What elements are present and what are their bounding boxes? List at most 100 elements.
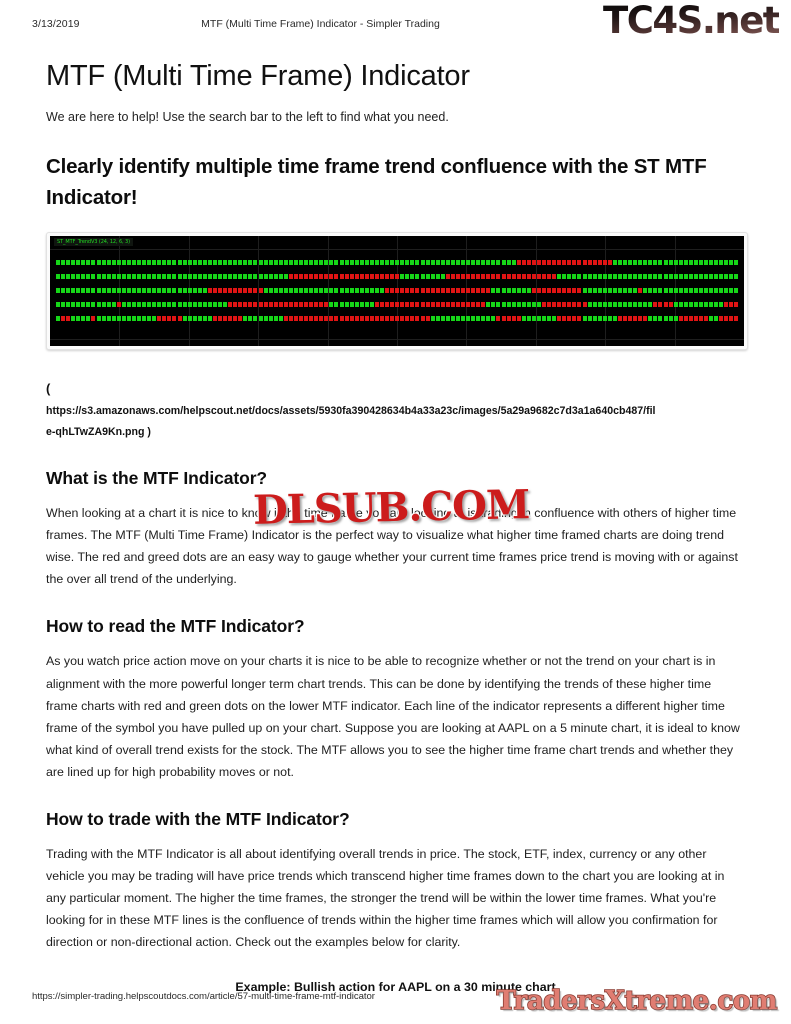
downtrend-dot <box>324 315 329 321</box>
uptrend-dot <box>197 273 202 279</box>
downtrend-dot <box>263 301 268 307</box>
uptrend-dot <box>476 315 481 321</box>
mtf-trend-row <box>56 273 739 279</box>
uptrend-dot <box>643 273 648 279</box>
print-header-title: MTF (Multi Time Frame) Indicator - Simpl… <box>201 18 440 30</box>
uptrend-dot <box>521 301 526 307</box>
downtrend-dot <box>547 259 552 265</box>
downtrend-dot <box>516 315 521 321</box>
uptrend-dot <box>704 301 709 307</box>
downtrend-dot <box>374 315 379 321</box>
uptrend-dot <box>688 287 693 293</box>
downtrend-dot <box>223 315 228 321</box>
uptrend-dot <box>106 273 111 279</box>
uptrend-dot <box>628 287 633 293</box>
downtrend-dot <box>653 301 658 307</box>
uptrend-dot <box>304 259 309 265</box>
uptrend-dot <box>56 273 61 279</box>
uptrend-dot <box>147 287 152 293</box>
downtrend-dot <box>349 315 354 321</box>
uptrend-dot <box>552 315 557 321</box>
uptrend-dot <box>137 273 142 279</box>
uptrend-dot <box>233 259 238 265</box>
uptrend-dot <box>678 301 683 307</box>
downtrend-dot <box>592 259 597 265</box>
uptrend-dot <box>592 315 597 321</box>
image-source-url[interactable]: https://s3.amazonaws.com/helpscout.net/d… <box>46 405 656 438</box>
footer-source-url[interactable]: https://simpler-trading.helpscoutdocs.co… <box>32 991 375 1002</box>
uptrend-dot <box>349 259 354 265</box>
uptrend-dot <box>628 273 633 279</box>
uptrend-dot <box>491 259 496 265</box>
uptrend-dot <box>410 273 415 279</box>
uptrend-dot <box>638 301 643 307</box>
uptrend-dot <box>71 301 76 307</box>
uptrend-dot <box>617 259 622 265</box>
uptrend-dot <box>172 301 177 307</box>
downtrend-dot <box>440 301 445 307</box>
downtrend-dot <box>425 301 430 307</box>
uptrend-dot <box>653 315 658 321</box>
downtrend-dot <box>334 273 339 279</box>
downtrend-dot <box>223 287 228 293</box>
pitch-heading: Clearly identify multiple time frame tre… <box>46 155 707 209</box>
mtf-chart-canvas: ST_MTF_TrendV3 (24, 12, 6, 3) <box>50 235 744 346</box>
downtrend-dot <box>238 287 243 293</box>
downtrend-dot <box>486 273 491 279</box>
mtf-trend-row <box>56 287 739 293</box>
downtrend-dot <box>278 301 283 307</box>
uptrend-dot <box>339 287 344 293</box>
uptrend-dot <box>577 273 582 279</box>
downtrend-dot <box>471 301 476 307</box>
uptrend-dot <box>704 273 709 279</box>
uptrend-dot <box>390 259 395 265</box>
mtf-trend-row <box>56 301 739 307</box>
downtrend-dot <box>288 301 293 307</box>
uptrend-dot <box>617 301 622 307</box>
uptrend-dot <box>162 287 167 293</box>
downtrend-dot <box>218 287 223 293</box>
uptrend-dot <box>314 259 319 265</box>
uptrend-dot <box>339 259 344 265</box>
downtrend-dot <box>531 259 536 265</box>
downtrend-dot <box>390 301 395 307</box>
downtrend-dot <box>339 315 344 321</box>
uptrend-dot <box>86 301 91 307</box>
uptrend-dot <box>182 273 187 279</box>
uptrend-dot <box>663 315 668 321</box>
uptrend-dot <box>425 273 430 279</box>
uptrend-dot <box>466 315 471 321</box>
uptrend-dot <box>471 259 476 265</box>
uptrend-dot <box>440 259 445 265</box>
downtrend-dot <box>466 287 471 293</box>
uptrend-dot <box>76 259 81 265</box>
uptrend-dot <box>268 259 273 265</box>
downtrend-dot <box>304 273 309 279</box>
uptrend-dot <box>587 273 592 279</box>
uptrend-dot <box>678 259 683 265</box>
uptrend-dot <box>152 273 157 279</box>
downtrend-dot <box>567 301 572 307</box>
uptrend-dot <box>56 259 61 265</box>
downtrend-dot <box>339 273 344 279</box>
uptrend-dot <box>152 315 157 321</box>
uptrend-dot <box>263 259 268 265</box>
uptrend-dot <box>309 259 314 265</box>
downtrend-dot <box>349 273 354 279</box>
downtrend-dot <box>562 287 567 293</box>
uptrend-dot <box>486 259 491 265</box>
uptrend-dot <box>354 287 359 293</box>
section-heading-how-to-trade: How to trade with the MTF Indicator? <box>46 808 350 829</box>
uptrend-dot <box>501 259 506 265</box>
uptrend-dot <box>293 259 298 265</box>
uptrend-dot <box>729 259 734 265</box>
uptrend-dot <box>698 287 703 293</box>
uptrend-dot <box>218 301 223 307</box>
uptrend-dot <box>197 287 202 293</box>
uptrend-dot <box>91 301 96 307</box>
uptrend-dot <box>147 301 152 307</box>
uptrend-dot <box>668 287 673 293</box>
uptrend-dot <box>248 259 253 265</box>
downtrend-dot <box>167 315 172 321</box>
downtrend-dot <box>638 287 643 293</box>
